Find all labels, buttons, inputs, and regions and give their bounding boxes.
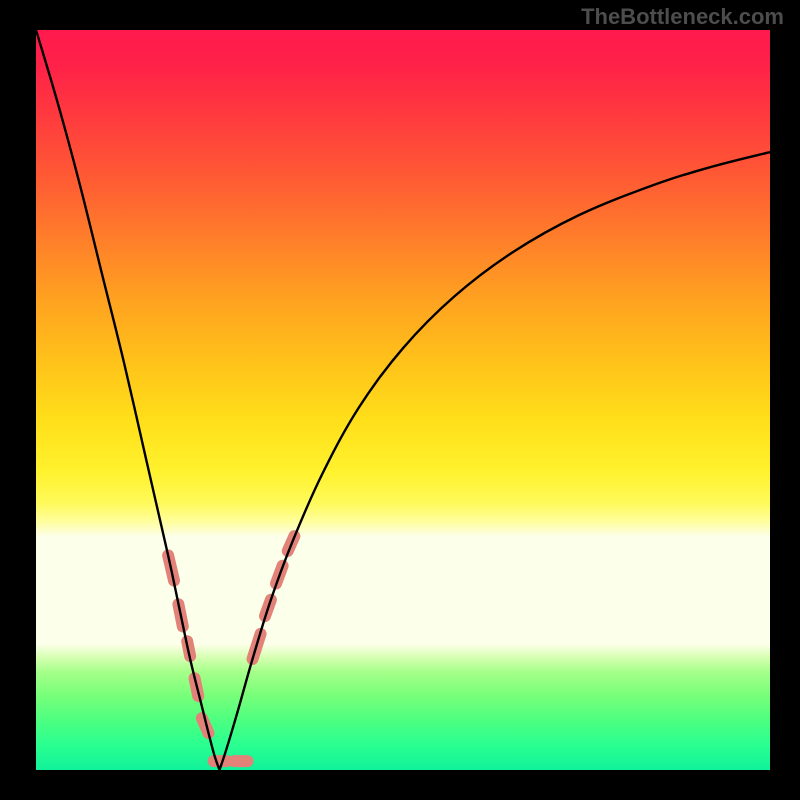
watermark-text: TheBottleneck.com bbox=[581, 4, 784, 30]
plot-area bbox=[36, 30, 770, 770]
curve-right-branch bbox=[220, 152, 771, 770]
stage: TheBottleneck.com bbox=[0, 0, 800, 800]
chart-svg bbox=[36, 30, 770, 770]
